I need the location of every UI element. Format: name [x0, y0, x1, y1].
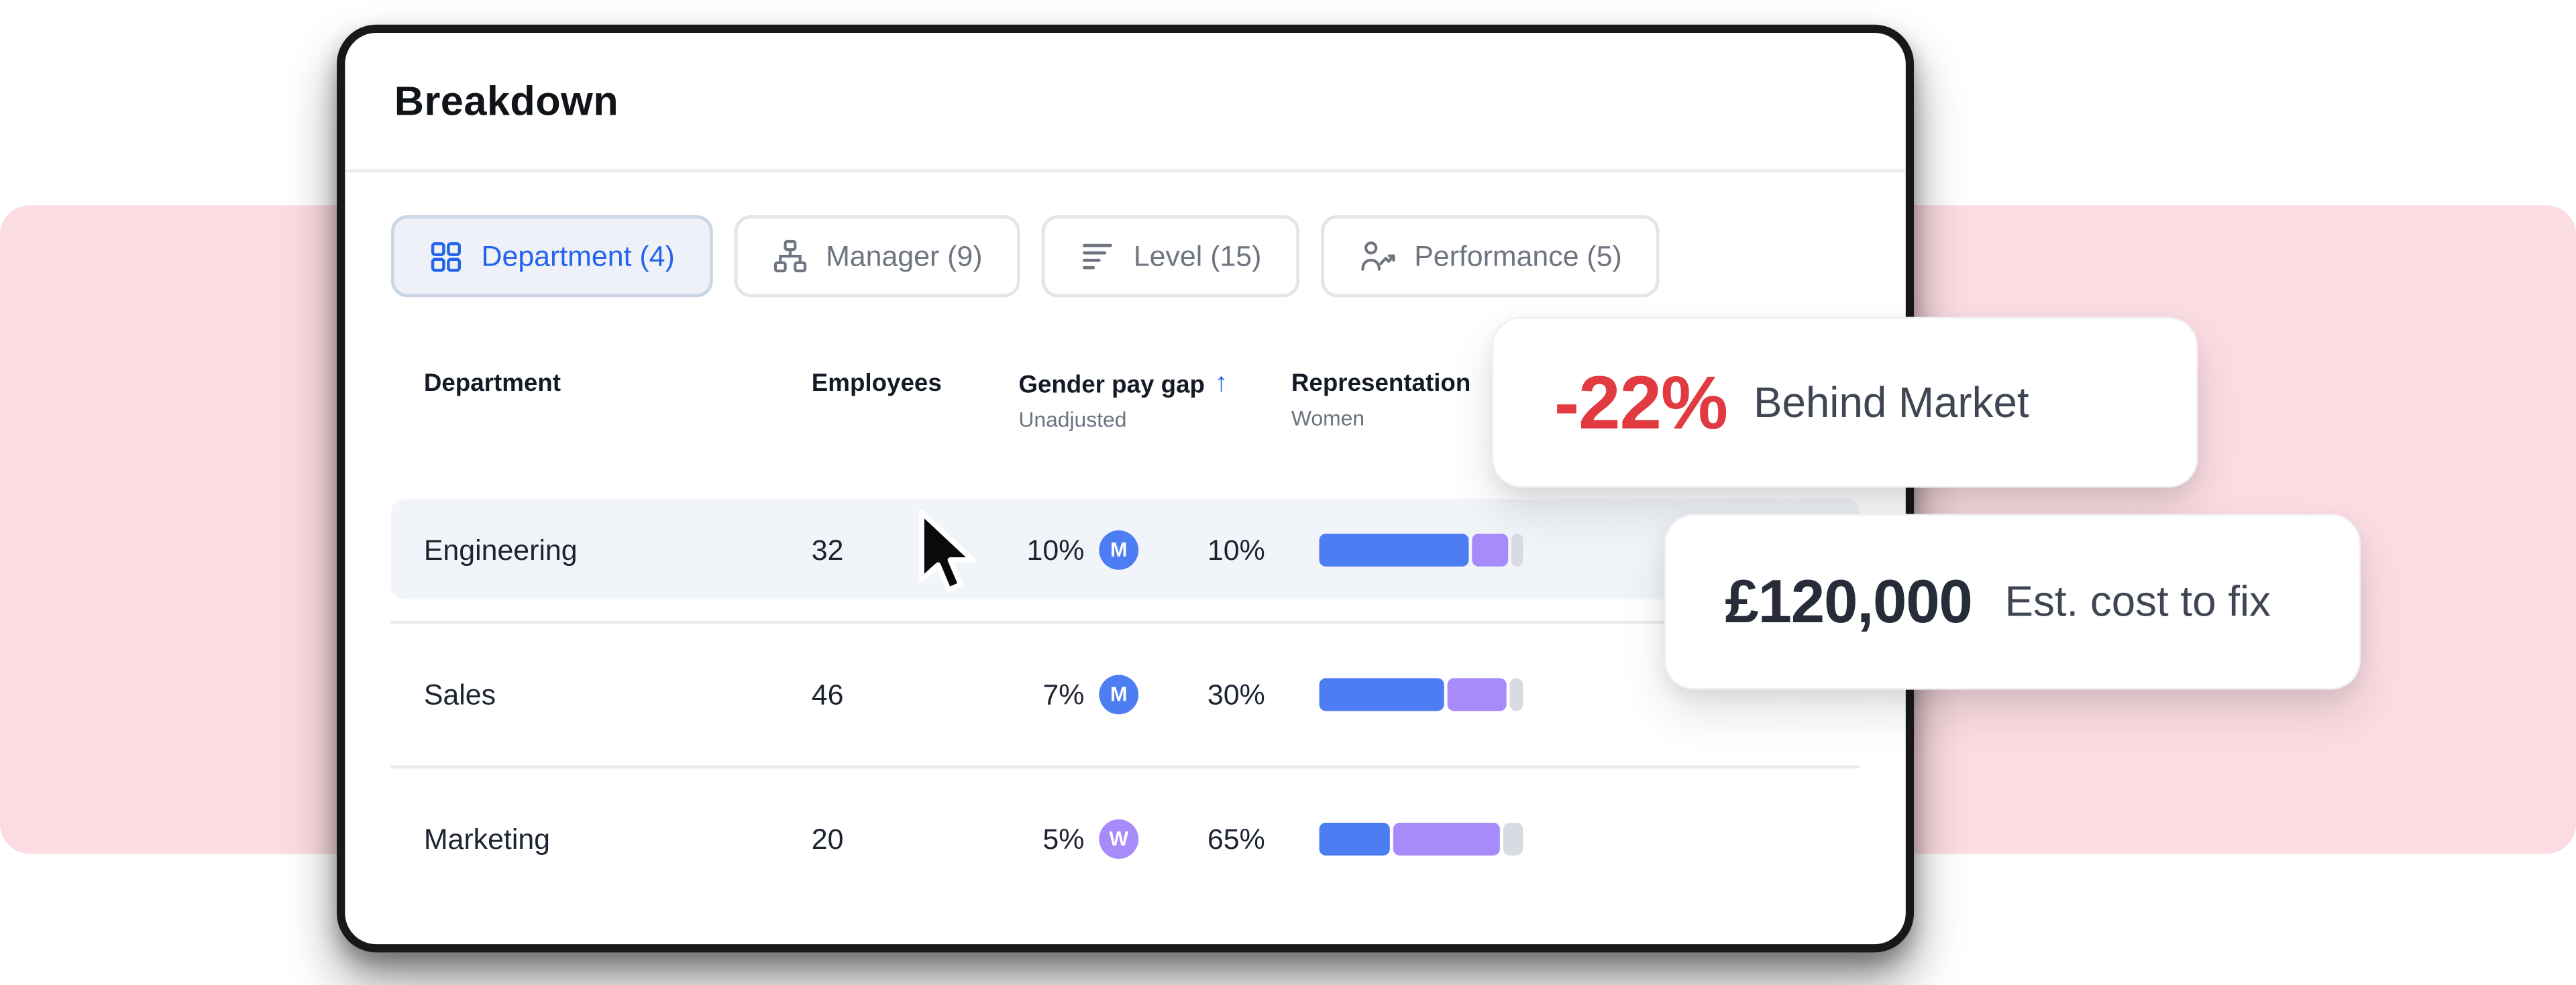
- representation-header-subtitle: Women: [1291, 405, 1365, 430]
- pay-gap-value: 7%: [1042, 677, 1085, 711]
- row-pay-gap: 10% M: [1018, 530, 1166, 570]
- representation-bar: [1319, 678, 1523, 711]
- card-header: Breakdown: [345, 33, 1906, 173]
- tab-manager[interactable]: Manager (9): [733, 215, 1020, 298]
- tab-label: Performance (5): [1414, 239, 1622, 272]
- bar-remainder-segment: [1509, 678, 1523, 711]
- col-header-representation[interactable]: Representation Women: [1291, 369, 1860, 430]
- tab-performance[interactable]: Performance (5): [1320, 215, 1660, 298]
- representation-bar: [1319, 533, 1523, 567]
- representation-header-label: Representation: [1291, 369, 1471, 398]
- row-representation: 65%: [1207, 821, 1265, 855]
- row-pay-gap: 7% M: [1018, 675, 1166, 715]
- behind-market-label: Behind Market: [1754, 377, 2029, 426]
- list-lines-icon: [1079, 238, 1116, 274]
- page-title: Breakdown: [394, 78, 619, 125]
- table-header-row: Department Employees Gender pay gap ↑ Un…: [391, 323, 1860, 479]
- bar-remainder-segment: [1503, 822, 1523, 856]
- person-trend-icon: [1358, 238, 1396, 274]
- pay-gap-header-subtitle: Unadjusted: [1018, 407, 1127, 432]
- behind-market-callout: -22% Behind Market: [1491, 316, 2198, 488]
- bar-women-segment: [1446, 678, 1506, 711]
- pay-gap-value: 5%: [1042, 821, 1085, 855]
- row-representation: 30%: [1207, 677, 1265, 711]
- behind-market-value: -22%: [1554, 359, 1728, 445]
- bar-women-segment: [1472, 533, 1508, 567]
- row-department: Engineering: [423, 532, 578, 566]
- gender-badge: M: [1099, 530, 1139, 570]
- mouse-cursor-icon: [917, 509, 999, 609]
- pay-gap-header-label: Gender pay gap: [1018, 370, 1205, 398]
- grid-icon: [429, 239, 463, 273]
- row-employees: 32: [811, 532, 844, 566]
- row-employees: 20: [811, 821, 844, 855]
- representation-bar: [1319, 822, 1523, 856]
- bar-remainder-segment: [1511, 533, 1523, 567]
- bar-men-segment: [1319, 822, 1391, 856]
- row-representation-bar: [1291, 533, 1860, 567]
- row-department: Sales: [423, 677, 496, 711]
- bar-men-segment: [1319, 533, 1469, 567]
- row-representation-bar: [1291, 678, 1860, 711]
- tab-label: Level (15): [1133, 239, 1262, 272]
- breakdown-table: Department Employees Gender pay gap ↑ Un…: [390, 323, 1860, 910]
- breakdown-tabs: Department (4) Manager (9): [345, 172, 1906, 323]
- pay-gap-value: 10%: [1026, 532, 1085, 566]
- row-representation-bar: [1291, 822, 1860, 856]
- gender-badge: W: [1099, 819, 1139, 859]
- tab-level[interactable]: Level (15): [1041, 215, 1299, 298]
- cost-to-fix-value: £120,000: [1725, 567, 1972, 635]
- row-department: Marketing: [423, 821, 551, 855]
- row-pay-gap: 5% W: [1018, 819, 1166, 859]
- table-row-sales[interactable]: Sales 46 7% M 30%: [390, 620, 1860, 766]
- bar-men-segment: [1319, 678, 1444, 711]
- row-representation: 10%: [1207, 532, 1265, 566]
- breakdown-card: Breakdown Department (4): [337, 24, 1915, 953]
- sort-ascending-icon[interactable]: ↑: [1214, 369, 1228, 398]
- col-header-employees[interactable]: Employees: [811, 369, 942, 398]
- org-chart-icon: [771, 238, 808, 274]
- table-row-marketing[interactable]: Marketing 20 5% W 65%: [390, 765, 1860, 910]
- gender-badge: M: [1099, 675, 1139, 715]
- table-row-engineering[interactable]: Engineering 32 10% M 10%: [390, 479, 1860, 621]
- tab-label: Department (4): [481, 239, 675, 272]
- tab-department[interactable]: Department (4): [390, 215, 713, 298]
- row-employees: 46: [811, 677, 844, 711]
- col-header-department[interactable]: Department: [423, 369, 561, 398]
- tab-label: Manager (9): [826, 239, 983, 272]
- bar-women-segment: [1393, 822, 1500, 856]
- cost-to-fix-callout: £120,000 Est. cost to fix: [1664, 514, 2361, 690]
- col-header-pay-gap[interactable]: Gender pay gap ↑ Unadjusted: [1018, 369, 1291, 432]
- cost-to-fix-label: Est. cost to fix: [2004, 576, 2271, 626]
